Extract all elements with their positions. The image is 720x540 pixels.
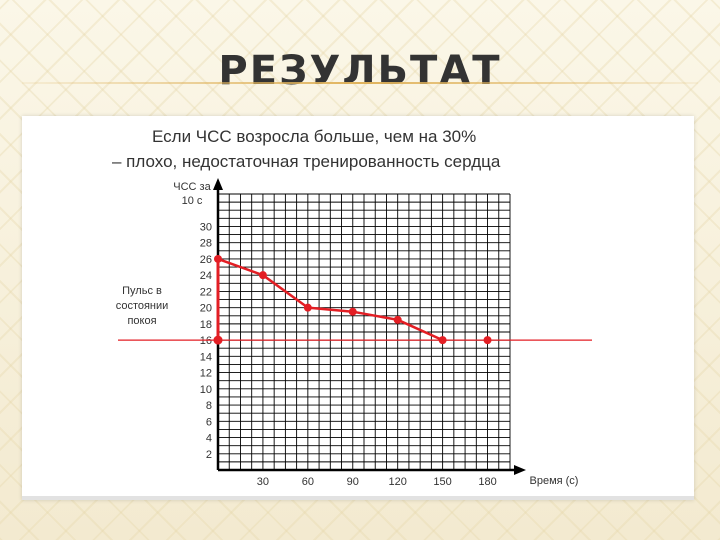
x-tick-label: 120 bbox=[389, 476, 407, 488]
y-axis-arrow bbox=[213, 178, 223, 190]
y-axis-label-line1: ЧСС за bbox=[173, 181, 211, 193]
y-tick-label: 28 bbox=[200, 238, 212, 250]
y-tick-label: 4 bbox=[206, 433, 212, 445]
pulse-chart: Если ЧСС возросла больше, чем на 30% – п… bbox=[112, 127, 592, 488]
data-point bbox=[303, 303, 312, 312]
y-tick-label: 8 bbox=[206, 400, 212, 412]
rest-pulse-label: Пульс в bbox=[122, 285, 162, 297]
y-axis-label-line2: 10 с bbox=[182, 195, 203, 207]
data-point bbox=[258, 271, 267, 280]
x-tick-label: 150 bbox=[433, 476, 451, 488]
title-underline bbox=[22, 82, 698, 84]
chart-panel: Если ЧСС возросла больше, чем на 30% – п… bbox=[22, 116, 694, 500]
rest-pulse-label: состоянии bbox=[116, 300, 169, 312]
y-tick-label: 20 bbox=[200, 303, 212, 315]
x-axis-label: Время (с) bbox=[530, 475, 579, 487]
y-tick-label: 26 bbox=[200, 254, 212, 266]
y-tick-label: 16 bbox=[200, 335, 212, 347]
x-tick-label: 180 bbox=[478, 476, 496, 488]
slide-title: РЕЗУЛЬТАТ bbox=[218, 48, 502, 94]
x-axis-arrow bbox=[514, 465, 526, 475]
y-tick-label: 6 bbox=[206, 416, 212, 428]
rest-pulse-point-end bbox=[483, 336, 492, 345]
y-tick-label: 22 bbox=[200, 286, 212, 298]
y-tick-label: 10 bbox=[200, 384, 212, 396]
y-tick-label: 18 bbox=[200, 319, 212, 331]
chart-title-line2: – плохо, недостаточная тренированность с… bbox=[112, 152, 501, 171]
y-tick-label: 14 bbox=[200, 351, 212, 363]
data-point bbox=[393, 315, 402, 324]
data-point bbox=[348, 307, 357, 316]
series-line bbox=[217, 257, 444, 342]
chart-title-line1: Если ЧСС возросла больше, чем на 30% bbox=[152, 127, 476, 146]
y-tick-label: 30 bbox=[200, 221, 212, 233]
x-tick-label: 30 bbox=[257, 476, 269, 488]
x-tick-label: 60 bbox=[302, 476, 314, 488]
y-tick-label: 24 bbox=[200, 270, 212, 282]
y-tick-label: 12 bbox=[200, 368, 212, 380]
y-tick-label: 2 bbox=[206, 449, 212, 461]
rest-pulse-label: покоя bbox=[127, 315, 156, 327]
x-tick-label: 90 bbox=[347, 476, 359, 488]
data-point bbox=[214, 254, 222, 263]
